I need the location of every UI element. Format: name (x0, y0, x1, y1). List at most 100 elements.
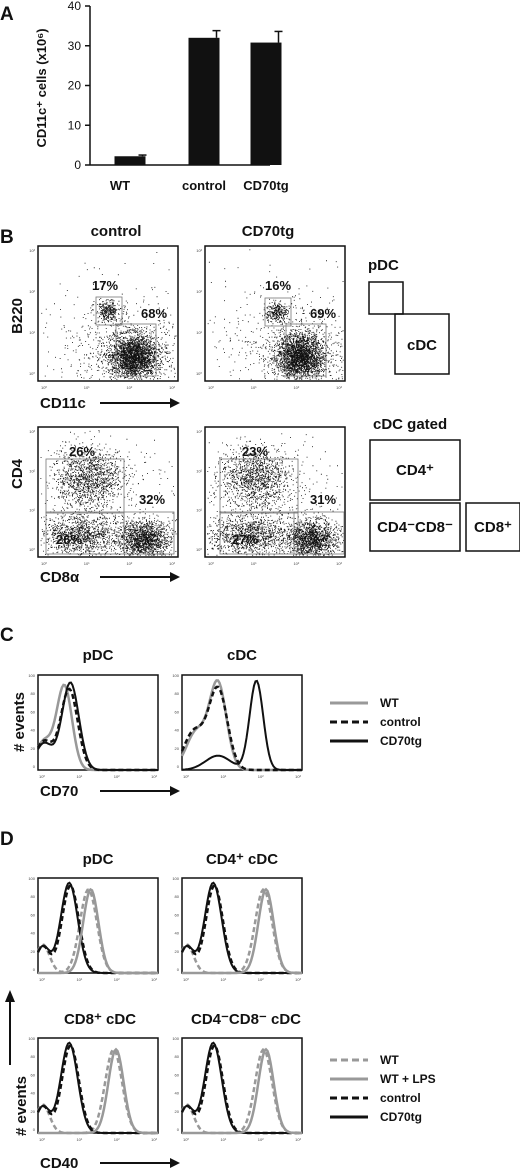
x-tick-label: 10⁰ (183, 774, 189, 779)
axis-tick: 10⁰ (208, 561, 214, 566)
legend-control: control (380, 715, 421, 729)
curve-wt (180, 888, 302, 975)
y-tick-label: 100 (172, 673, 179, 678)
y-tick-label: 100 (172, 876, 179, 881)
histogram-frame (181, 1037, 303, 1134)
curve-wt (36, 888, 158, 975)
axis-tick: 10¹ (251, 385, 257, 390)
axis-tick: 10³ (169, 561, 175, 566)
axis-tick: 10¹ (251, 561, 257, 566)
x-tick-label: 10⁰ (39, 977, 45, 982)
cd11c-axis-label: CD11c (40, 395, 86, 412)
cd40-histograms: pDC CD4⁺ cDC CD8⁺ cDC CD4⁻CD8⁻ cDC # eve… (5, 851, 436, 1172)
y-tick-label: 100 (28, 1036, 35, 1041)
dotplot-cd70tg-b220: 16% 69% 10⁰ 10⁰ 10¹ 10¹ 10² 10² 10³ 10³ (196, 245, 346, 390)
y-tick-label: 30 (68, 39, 82, 53)
histogram-frame (181, 877, 303, 974)
axis-tick: 10¹ (84, 561, 90, 566)
x-tick-label: 10³ (295, 977, 301, 982)
curve-wt (36, 1048, 158, 1135)
col-title-cd70tg: CD70tg (242, 223, 295, 240)
scheme-cd4-box (369, 439, 461, 501)
panel-label-b: B (0, 227, 14, 248)
axis-tick: 10⁰ (41, 385, 47, 390)
pct-dn: 27% (232, 532, 258, 547)
y-tick-label: 40 (31, 1091, 36, 1096)
y-tick-label: 0 (177, 967, 180, 972)
scatter-dots (40, 430, 177, 556)
cd8-arrow-icon (170, 572, 180, 582)
scheme-pdc-box (368, 281, 404, 315)
x-tick-label: 10⁰ (39, 774, 45, 779)
curve-wt-lps (182, 887, 302, 975)
x-tick-label: CD70tg (243, 178, 289, 193)
x-tick-label: 10¹ (76, 977, 82, 982)
cd4-axis-label: CD4 (9, 458, 26, 489)
x-tick-label: 10¹ (76, 1137, 82, 1142)
legend-wt: WT (380, 696, 399, 710)
pct-cd8: 32% (139, 492, 165, 507)
curve-cd70tg (181, 881, 302, 974)
curve-control (36, 884, 158, 975)
y-tick-label: 60 (175, 709, 180, 714)
y-tick-label: 100 (28, 876, 35, 881)
scheme-dn-label: CD4⁻CD8⁻ (377, 519, 453, 536)
gating-scheme: pDC cDC cDC gated CD4⁺ CD4⁻CD8⁻ CD8⁺ (368, 257, 520, 552)
cd11c-arrow-icon (170, 398, 180, 408)
cd40-arrow-icon (170, 1158, 180, 1168)
y-tick-label: 40 (175, 1091, 180, 1096)
x-tick-label: 10⁰ (183, 1137, 189, 1142)
scheme-cd8-box (465, 502, 520, 552)
legend-d: WT WT + LPS control CD70tg (330, 1053, 436, 1124)
axis-tick: 10³ (336, 561, 342, 566)
cdc-gate (115, 323, 157, 377)
dotplot-control-b220: 17% 68% 10⁰ 10⁰ 10¹ 10¹ 10² 10² 10³ 10³ (29, 245, 179, 390)
axis-tick: 10² (293, 561, 299, 566)
cdc-gate (285, 323, 327, 377)
y-tick-label: 80 (31, 894, 36, 899)
pct-pdc: 16% (265, 278, 291, 293)
axis-tick: 10² (196, 468, 202, 473)
y-ticks: 0 10 20 30 40 (68, 0, 90, 172)
curve-control (180, 884, 302, 975)
curve-control (36, 1044, 158, 1135)
flow-panel: control CD70tg B220 CD4 CD11c CD8α 17% 6… (9, 223, 520, 586)
y-tick-label: 40 (31, 931, 36, 936)
y-tick-label: 60 (175, 912, 180, 917)
axis-tick: 10² (293, 385, 299, 390)
axis-tick: 10¹ (29, 508, 35, 513)
x-tick-label: 10² (114, 977, 120, 982)
dotplot-cd70tg-cd4: 23% 31% 27% 10⁰ 10⁰ 10¹ 10¹ 10² 10² 10³ 10³ (196, 426, 346, 566)
histogram-frame (37, 1037, 159, 1134)
cd8-gate (123, 511, 175, 555)
legend-d-control: control (380, 1091, 421, 1105)
y-tick-label: 60 (31, 709, 36, 714)
pct-cdc: 69% (310, 306, 336, 321)
bar (114, 156, 146, 165)
scatter-dots (207, 433, 344, 556)
panel-label-d: D (0, 829, 14, 850)
axis-tick: 10² (29, 289, 35, 294)
axis-tick: 10² (196, 289, 202, 294)
dotplot-control-cd4: 26% 32% 26% 10⁰ 10⁰ 10¹ 10¹ 10² 10² 10³ 10³ (29, 426, 179, 566)
y-tick-label: 80 (31, 691, 36, 696)
axis-tick: 10² (126, 561, 132, 566)
cd8-gate (293, 511, 345, 555)
axis-tick: 10³ (29, 248, 35, 253)
pct-cdc: 68% (141, 306, 167, 321)
hist-title-cd4: CD4⁺ cDC (206, 851, 278, 868)
x-tick-label: 10² (258, 774, 264, 779)
axis-tick: 10³ (169, 385, 175, 390)
scheme-cd8-label: CD8⁺ (474, 519, 512, 536)
bar (188, 37, 220, 165)
axis-tick: 10⁰ (29, 371, 35, 376)
y-tick-label: 40 (175, 931, 180, 936)
events-arrow-icon (5, 990, 15, 1002)
pct-dn: 26% (56, 532, 82, 547)
x-tick-label: 10² (258, 1137, 264, 1142)
y-tick-label: 20 (175, 1109, 180, 1114)
curve-wt (36, 683, 158, 772)
x-tick-label: 10¹ (76, 774, 82, 779)
